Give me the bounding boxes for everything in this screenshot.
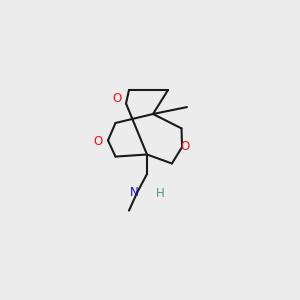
Text: N: N	[130, 186, 139, 199]
Text: O: O	[181, 140, 190, 153]
Text: O: O	[112, 92, 122, 105]
Text: O: O	[94, 135, 103, 148]
Text: H: H	[156, 187, 165, 200]
